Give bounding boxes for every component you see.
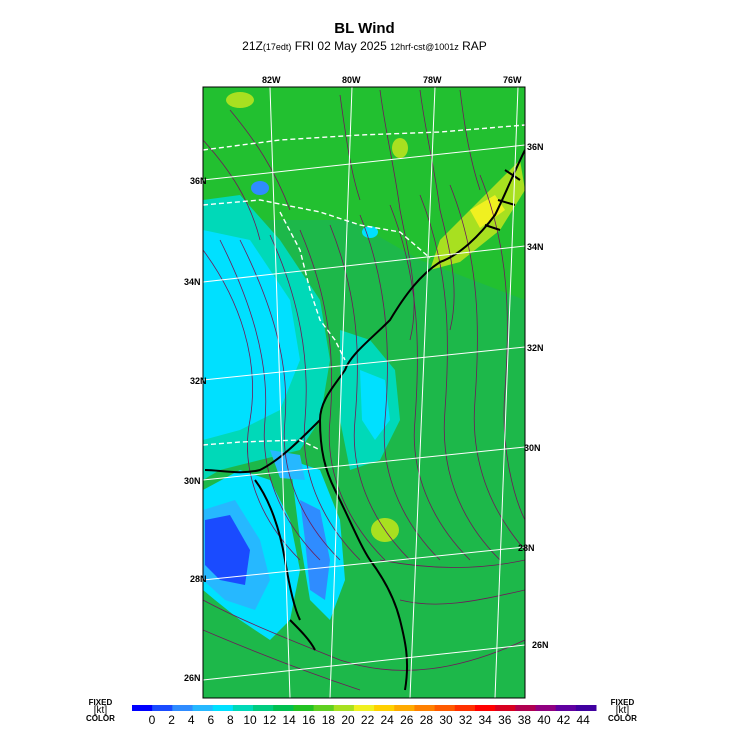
lat-lon-grid (203, 87, 525, 698)
colorbar-swatch (273, 705, 294, 711)
colorbar-swatch (172, 705, 194, 711)
local-time: (17edt) (262, 42, 292, 52)
map-title: BL Wind (334, 20, 395, 37)
colorbar-tick-label: 8 (227, 713, 234, 727)
colorbar-tick-label: 24 (380, 713, 394, 727)
lat-label-right-34n: 34N (527, 242, 544, 252)
colorbar-tick-label: 30 (439, 713, 453, 727)
colorbar-tick-label: 16 (302, 713, 316, 727)
colorbar-tick-label: 34 (478, 713, 492, 727)
colorbar-tick-label: 18 (321, 713, 336, 727)
colorbar-swatch (212, 705, 234, 711)
colorbar-swatch (515, 705, 536, 711)
colorbar-swatch (253, 705, 274, 711)
lat-label-left-32n: 32N (190, 376, 207, 386)
lat-label-right-32n: 32N (527, 343, 544, 353)
lat-label-right-36n: 36N (527, 142, 544, 152)
colorbar-swatch (313, 705, 335, 711)
colorbar-tick-label: 38 (517, 713, 532, 727)
colorbar-tick-label: 44 (576, 713, 590, 727)
colorbar-swatch (374, 705, 395, 711)
colorbar-tick-label: 36 (498, 713, 512, 727)
map-subtitle: 21Z(17edt) FRI 02 May 2025 12hrf-cst@100… (0, 39, 729, 53)
streamlines (203, 89, 525, 691)
colorbar-swatch (353, 705, 375, 711)
colorbar-swatch (575, 705, 597, 711)
colorbar-swatch (474, 705, 496, 711)
colorbar-swatch (555, 705, 577, 711)
colorbar-swatch (414, 705, 436, 711)
lon-label-78w: 78W (423, 75, 442, 85)
colorbar-swatch (132, 705, 153, 711)
colorbar-right-label: FIXED [kt] COLOR (608, 698, 637, 723)
lon-label-80w: 80W (342, 75, 361, 85)
run-info: 12hrf-cst@1001z (390, 42, 459, 52)
colorbar-swatch (293, 705, 315, 711)
coastline (204, 149, 525, 691)
colorbar-swatch (152, 705, 173, 711)
valid-date: FRI 02 May 2025 (294, 39, 387, 53)
lat-label-right-26n: 26N (532, 640, 549, 650)
colorbar-swatch (495, 705, 516, 711)
colorbar-tick-label: 0 (148, 713, 156, 727)
lat-label-right-28n: 28N (518, 543, 535, 553)
colorbar-tick-label: 28 (419, 713, 434, 727)
colorbar-tick-label: 2 (168, 713, 175, 727)
lat-label-left-34n: 34N (184, 277, 201, 287)
colorbar-tick-label: 32 (458, 713, 473, 727)
lat-label-left-28n: 28N (190, 574, 207, 584)
colorbar-swatch (394, 705, 415, 711)
wind-speed-field (203, 87, 525, 698)
colorbar-left-label: FIXED [kt] COLOR (86, 698, 115, 723)
valid-hour: 21Z (242, 39, 263, 53)
colorbar-tick-label: 26 (400, 713, 414, 727)
colorbar-swatch (434, 705, 456, 711)
lat-label-left-30n: 30N (184, 476, 201, 486)
colorbar-swatch (192, 705, 214, 711)
lat-label-left-26n: 26N (184, 673, 201, 683)
lat-label-left-36n: 36N (190, 176, 207, 186)
colorbar-tick-label: 22 (360, 713, 375, 727)
colorbar-swatch (535, 705, 557, 711)
colorbar-tick-label: 20 (341, 713, 355, 727)
colorbar-tick-label: 12 (262, 713, 277, 727)
colorbar-tick-label: 14 (282, 713, 296, 727)
colorbar-swatch (232, 705, 254, 711)
colorbar-tick-label: 6 (207, 713, 215, 727)
map-frame (202, 86, 526, 699)
model-name: RAP (462, 39, 487, 53)
state-borders (203, 124, 525, 451)
lon-label-76w: 76W (503, 75, 522, 85)
lat-label-right-30n: 30N (524, 443, 541, 453)
lon-label-82w: 82W (262, 75, 281, 85)
colorbar-swatch (333, 705, 355, 711)
colorbar-tick-label: 42 (556, 713, 571, 727)
colorbar-tick-label: 40 (537, 713, 551, 727)
colorbar (132, 705, 597, 711)
colorbar-swatch (454, 705, 476, 711)
colorbar-tick-label: 4 (187, 713, 195, 727)
colorbar-tick-label: 10 (243, 713, 257, 727)
